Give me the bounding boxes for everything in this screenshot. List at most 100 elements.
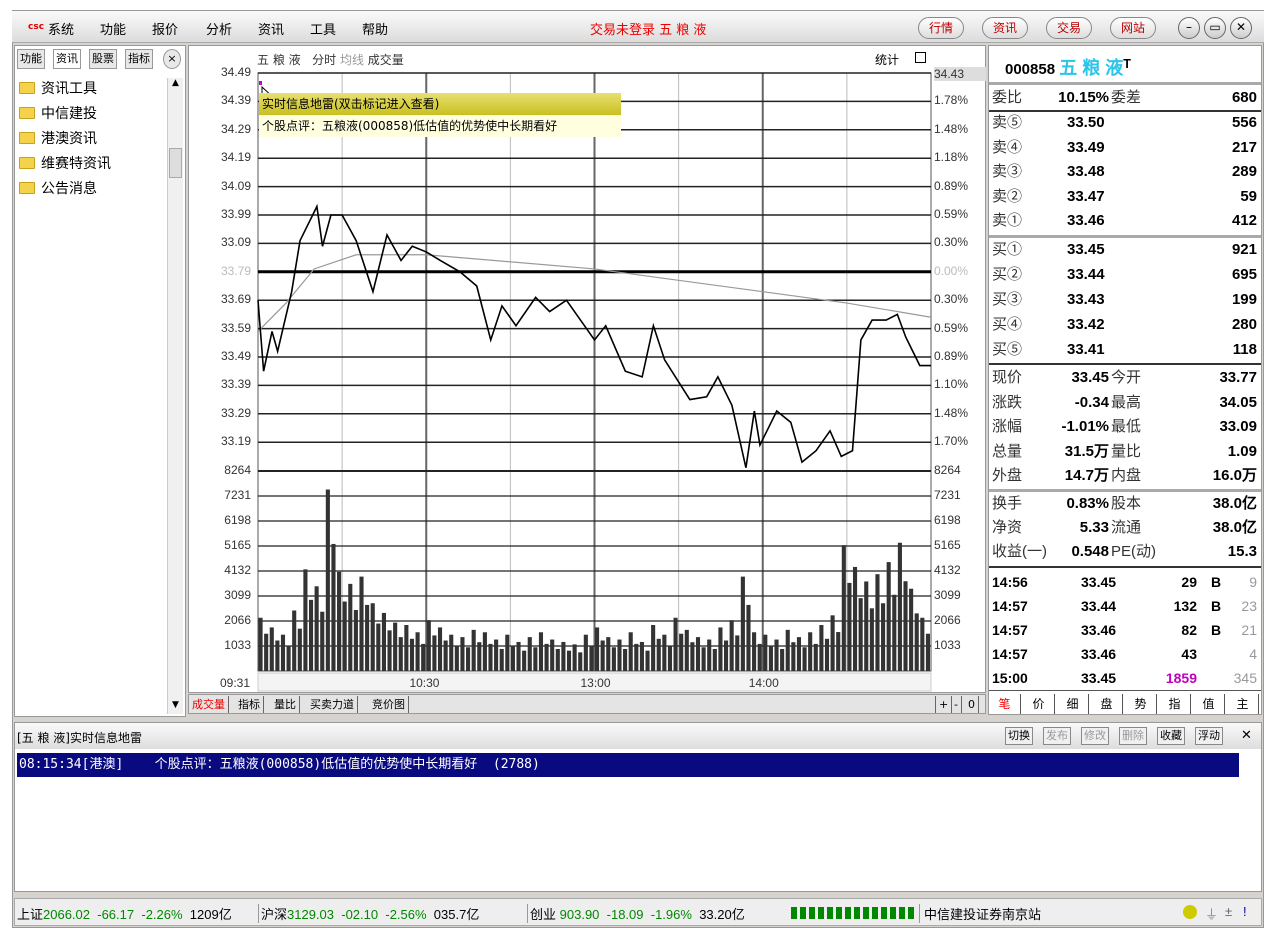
close-icon[interactable]: ✕ bbox=[1230, 17, 1252, 39]
tab-main[interactable]: 主 bbox=[1227, 694, 1259, 714]
tab-news[interactable]: 资讯 bbox=[53, 49, 81, 69]
volume-bar bbox=[645, 650, 650, 671]
tree-item[interactable]: 港澳资讯 bbox=[19, 128, 97, 150]
intraday-chart[interactable]: 34.49 34.43 34.39 1.78% 34.29 1.48% 34.19 1.18%… bbox=[188, 45, 986, 693]
ask-row[interactable]: 卖③ 33.48 289 bbox=[992, 163, 1257, 180]
volume-bar bbox=[667, 645, 673, 671]
ask-row[interactable]: 卖④ 33.49 217 bbox=[992, 138, 1257, 156]
panel-close-icon[interactable]: × bbox=[163, 49, 181, 69]
menu-tools[interactable]: 工具 bbox=[310, 23, 337, 38]
tab-volume[interactable]: 成交量 bbox=[189, 696, 229, 713]
settings-icon[interactable]: ± bbox=[1225, 904, 1233, 919]
tab-book[interactable]: 盘 bbox=[1091, 694, 1123, 714]
tab-volume-ratio[interactable]: 量比 bbox=[271, 696, 300, 713]
tooltip-title[interactable]: 实时信息地雷(双击标记进入查看) bbox=[259, 93, 621, 115]
publish-button[interactable]: 发布 bbox=[1043, 727, 1071, 745]
index-chinext[interactable]: 创业 903.90 -18.09 -1.96% 33.20亿 bbox=[527, 904, 745, 923]
float-button[interactable]: 浮动 bbox=[1195, 727, 1223, 745]
price-tick-label: 34.19 bbox=[220, 150, 251, 165]
tab-trend[interactable]: 势 bbox=[1125, 694, 1157, 714]
ask-row[interactable]: 卖⑤ 33.50 556 bbox=[992, 114, 1257, 131]
tab-buy-sell-force[interactable]: 买卖力道 bbox=[307, 696, 358, 713]
volume-bar bbox=[623, 648, 628, 671]
info-close-icon[interactable]: ✕ bbox=[1241, 728, 1252, 743]
tab-ticks[interactable]: 笔 bbox=[989, 694, 1021, 714]
volume-tick-label: 3099 bbox=[224, 588, 251, 602]
ask-row[interactable]: 卖① 33.46 412 bbox=[992, 212, 1257, 229]
favorite-button[interactable]: 收藏 bbox=[1157, 727, 1185, 745]
tab-stocks[interactable]: 股票 bbox=[89, 49, 117, 69]
trade-button[interactable]: 交易 bbox=[1046, 17, 1093, 39]
volume-bar bbox=[875, 574, 880, 671]
pct-tick-label: 0.30% bbox=[934, 235, 969, 250]
weibi-row: 委比 10.15% 委差 680 bbox=[992, 89, 1257, 106]
volume-bar bbox=[286, 645, 291, 671]
tab-indicators[interactable]: 指标 bbox=[125, 49, 153, 69]
index-shsz300[interactable]: 沪深3129.03 -02.10 -2.56% 035.7亿 bbox=[258, 904, 479, 923]
menu-quote[interactable]: 报价 bbox=[152, 23, 179, 38]
bid-row[interactable]: 买⑤ 33.41 118 bbox=[992, 341, 1257, 358]
volume-bar bbox=[516, 641, 521, 671]
tab-function[interactable]: 功能 bbox=[17, 49, 45, 69]
tree-item[interactable]: 维赛特资讯 bbox=[19, 153, 111, 175]
edit-button[interactable]: 修改 bbox=[1081, 727, 1109, 745]
menu-help[interactable]: 帮助 bbox=[362, 23, 389, 38]
info-row[interactable]: 08:15:34[港澳] 个股点评：五粮液(000858)低估值的优势使中长期看… bbox=[17, 753, 1239, 777]
connection-icon[interactable] bbox=[1183, 905, 1197, 919]
bid-row[interactable]: 买② 33.44 695 bbox=[992, 266, 1257, 283]
stats-button[interactable]: 统计 bbox=[875, 53, 900, 67]
tab-value[interactable]: 值 bbox=[1193, 694, 1225, 714]
scrollbar-thumb[interactable] bbox=[169, 148, 182, 178]
tab-indicator[interactable]: 指标 bbox=[235, 696, 264, 713]
volume-tick-label-right: 7231 bbox=[934, 488, 961, 502]
bid-row[interactable]: 买③ 33.43 199 bbox=[992, 291, 1257, 308]
zoom-in-button[interactable]: + bbox=[935, 696, 953, 713]
menu-system[interactable]: 系统 bbox=[48, 23, 75, 38]
switch-button[interactable]: 切换 bbox=[1005, 727, 1033, 745]
bid-row[interactable]: 买① 33.45 921 bbox=[992, 241, 1257, 258]
market-button[interactable]: 行情 bbox=[918, 17, 965, 39]
delete-button[interactable]: 删除 bbox=[1119, 727, 1147, 745]
volume-bar bbox=[292, 610, 297, 671]
ask-row[interactable]: 卖② 33.47 59 bbox=[992, 187, 1257, 205]
menu-news[interactable]: 资讯 bbox=[258, 23, 285, 38]
tree-item[interactable]: 资讯工具 bbox=[19, 78, 97, 100]
minimize-icon[interactable]: – bbox=[1178, 17, 1200, 39]
news-button[interactable]: 资讯 bbox=[982, 17, 1029, 39]
volume-bar bbox=[628, 632, 633, 671]
website-button[interactable]: 网站 bbox=[1110, 17, 1157, 39]
tab-price[interactable]: 价 bbox=[1023, 694, 1055, 714]
scrollbar[interactable]: ▲ ▼ bbox=[167, 78, 183, 714]
zoom-reset-button[interactable]: 0 bbox=[965, 696, 979, 713]
volume-bar bbox=[600, 640, 605, 671]
zoom-out-button[interactable]: - bbox=[951, 696, 962, 713]
tab-auction[interactable]: 竞价图 bbox=[369, 696, 409, 713]
time-tick-label: 14:00 bbox=[748, 676, 779, 690]
alert-icon[interactable]: ! bbox=[1243, 904, 1247, 919]
menu-function[interactable]: 功能 bbox=[100, 23, 127, 38]
scroll-up-icon[interactable]: ▲ bbox=[172, 78, 179, 88]
bid-row[interactable]: 买④ 33.42 280 bbox=[992, 316, 1257, 333]
volume-tick-label-right: 4132 bbox=[934, 563, 961, 577]
menu-analysis[interactable]: 分析 bbox=[206, 23, 233, 38]
volume-bar bbox=[404, 625, 409, 671]
tree-item[interactable]: 中信建投 bbox=[19, 103, 97, 125]
info-title: [五 粮 液]实时信息地雷 bbox=[17, 731, 142, 745]
tab-detail[interactable]: 细 bbox=[1057, 694, 1089, 714]
volume-bar bbox=[858, 598, 863, 671]
restore-icon[interactable]: ▭ bbox=[1204, 17, 1226, 39]
volume-tick-label-right: 3099 bbox=[934, 588, 961, 602]
avg-line-label: 均线 bbox=[339, 53, 364, 67]
panel-toggle-icon[interactable] bbox=[915, 52, 926, 63]
pct-tick-label: 1.10% bbox=[934, 377, 969, 392]
signal-icon[interactable]: ⏚ bbox=[1205, 907, 1219, 922]
volume-bar bbox=[785, 629, 790, 671]
tooltip-text[interactable]: 个股点评：五粮液(000858)低估值的优势使中长期看好 bbox=[259, 115, 621, 137]
tree-item[interactable]: 公告消息 bbox=[19, 178, 97, 200]
scroll-down-icon[interactable]: ▼ bbox=[172, 700, 179, 710]
volume-bar bbox=[768, 645, 773, 671]
volume-tick-label: 5165 bbox=[224, 538, 251, 552]
left-panel: 功能 资讯 股票 指标 × 资讯工具 中信建投 港澳资讯 维赛特资讯 公告消息 … bbox=[14, 45, 186, 717]
tab-index[interactable]: 指 bbox=[1159, 694, 1191, 714]
index-shanghai[interactable]: 上证2066.02 -66.17 -2.26% 1209亿 bbox=[17, 907, 232, 922]
